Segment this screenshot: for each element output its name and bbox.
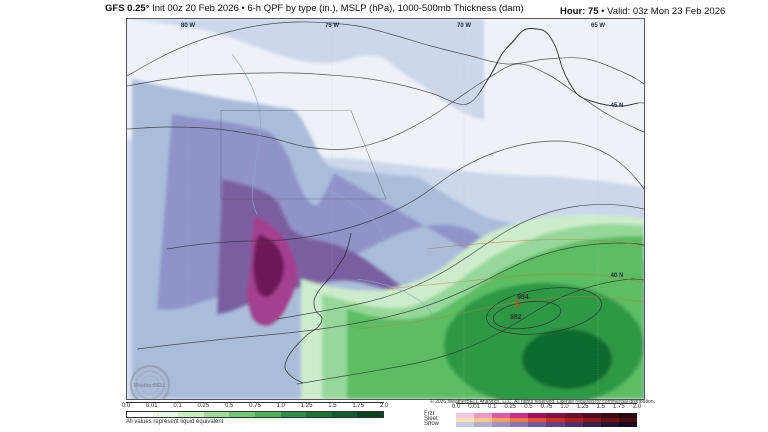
svg-text:45 N: 45 N bbox=[611, 103, 624, 109]
svg-text:WeatherBELL: WeatherBELL bbox=[134, 383, 167, 389]
svg-text:65 W: 65 W bbox=[591, 23, 605, 29]
svg-text:70 W: 70 W bbox=[457, 23, 471, 29]
svg-text:80 W: 80 W bbox=[181, 23, 195, 29]
svg-text:982: 982 bbox=[510, 314, 522, 321]
svg-text:40 N: 40 N bbox=[611, 273, 624, 279]
svg-text:75 W: 75 W bbox=[325, 23, 339, 29]
svg-text:L: L bbox=[515, 298, 522, 310]
